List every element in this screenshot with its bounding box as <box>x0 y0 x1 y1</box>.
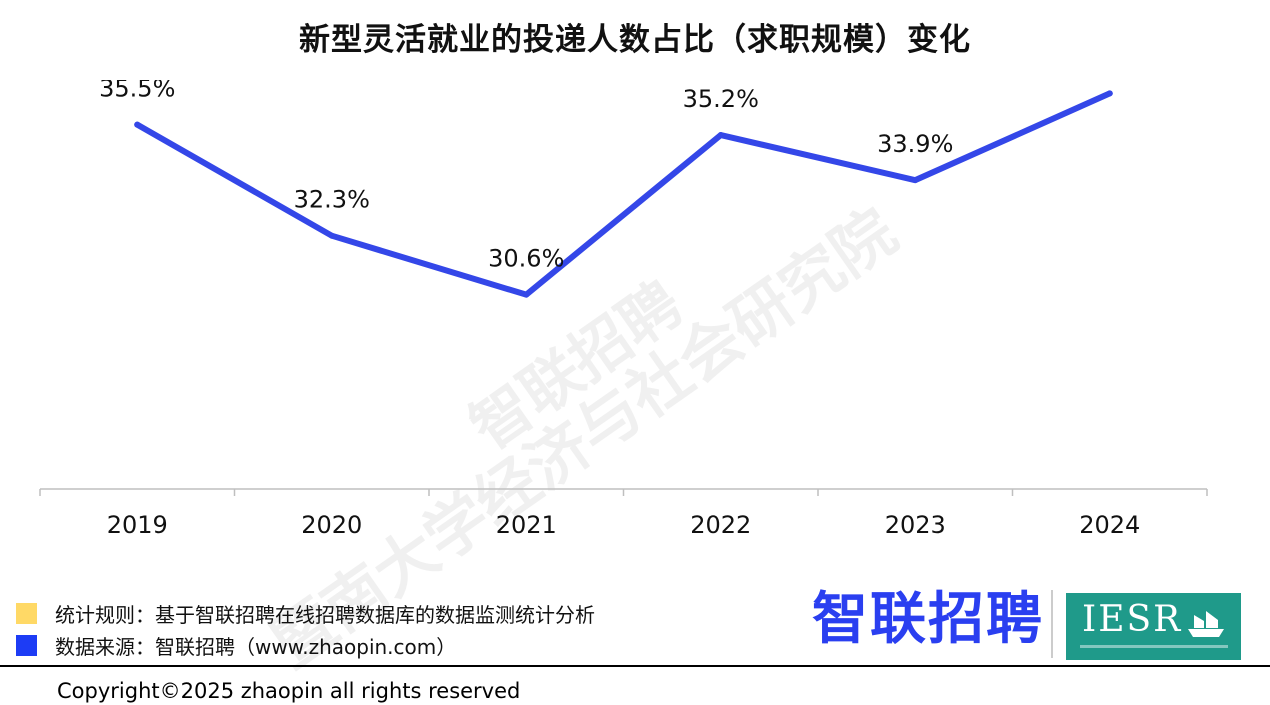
data-point-2022 <box>717 132 724 139</box>
x-tick-label-2019: 2019 <box>107 511 168 539</box>
data-point-2020 <box>328 232 335 239</box>
iesr-subtitle-strip <box>1080 645 1228 648</box>
x-tick-label-2024: 2024 <box>1079 511 1140 539</box>
source-swatch <box>16 634 37 656</box>
iesr-logo-text: IESR <box>1082 599 1183 640</box>
data-point-2021 <box>523 291 530 298</box>
note-source-text: 数据来源：智联招聘（www.zhaopin.com） <box>55 634 457 659</box>
data-label-2023: 33.9% <box>877 130 953 158</box>
note-source: 数据来源：智联招聘（www.zhaopin.com） <box>16 629 595 661</box>
data-point-2019 <box>134 121 141 128</box>
logo-divider <box>1051 590 1053 658</box>
rule-swatch <box>16 602 37 624</box>
copyright-text: Copyright©2025 zhaopin all rights reserv… <box>57 679 521 703</box>
chart-notes: 统计规则：基于智联招聘在线招聘数据库的数据监测统计分析 数据来源：智联招聘（ww… <box>16 597 595 661</box>
data-point-2023 <box>912 177 919 184</box>
footer-divider <box>0 665 1270 667</box>
note-rule: 统计规则：基于智联招聘在线招聘数据库的数据监测统计分析 <box>16 597 595 629</box>
data-label-2019: 35.5% <box>99 80 175 103</box>
line-chart: 2019 2020 2021 2022 2023 2024 35.5% 32.3% 30.6% 3… <box>39 80 1208 539</box>
zhaopin-logo: 智联招聘 <box>812 587 1044 652</box>
data-point-2024 <box>1106 90 1113 97</box>
iesr-logo: IESR <box>1066 593 1241 660</box>
note-rule-text: 统计规则：基于智联招聘在线招聘数据库的数据监测统计分析 <box>55 602 595 627</box>
x-tick-label-2020: 2020 <box>301 511 362 539</box>
x-tick-label-2022: 2022 <box>690 511 751 539</box>
data-label-2022: 35.2% <box>683 85 759 113</box>
data-label-2020: 32.3% <box>294 186 370 214</box>
x-tick-label-2021: 2021 <box>496 511 557 539</box>
ship-icon <box>1188 611 1224 637</box>
data-label-2021: 30.6% <box>488 245 564 273</box>
series-line <box>134 90 1113 298</box>
x-tick-label-2023: 2023 <box>885 511 946 539</box>
chart-title: 新型灵活就业的投递人数占比（求职规模）变化 <box>299 22 971 58</box>
